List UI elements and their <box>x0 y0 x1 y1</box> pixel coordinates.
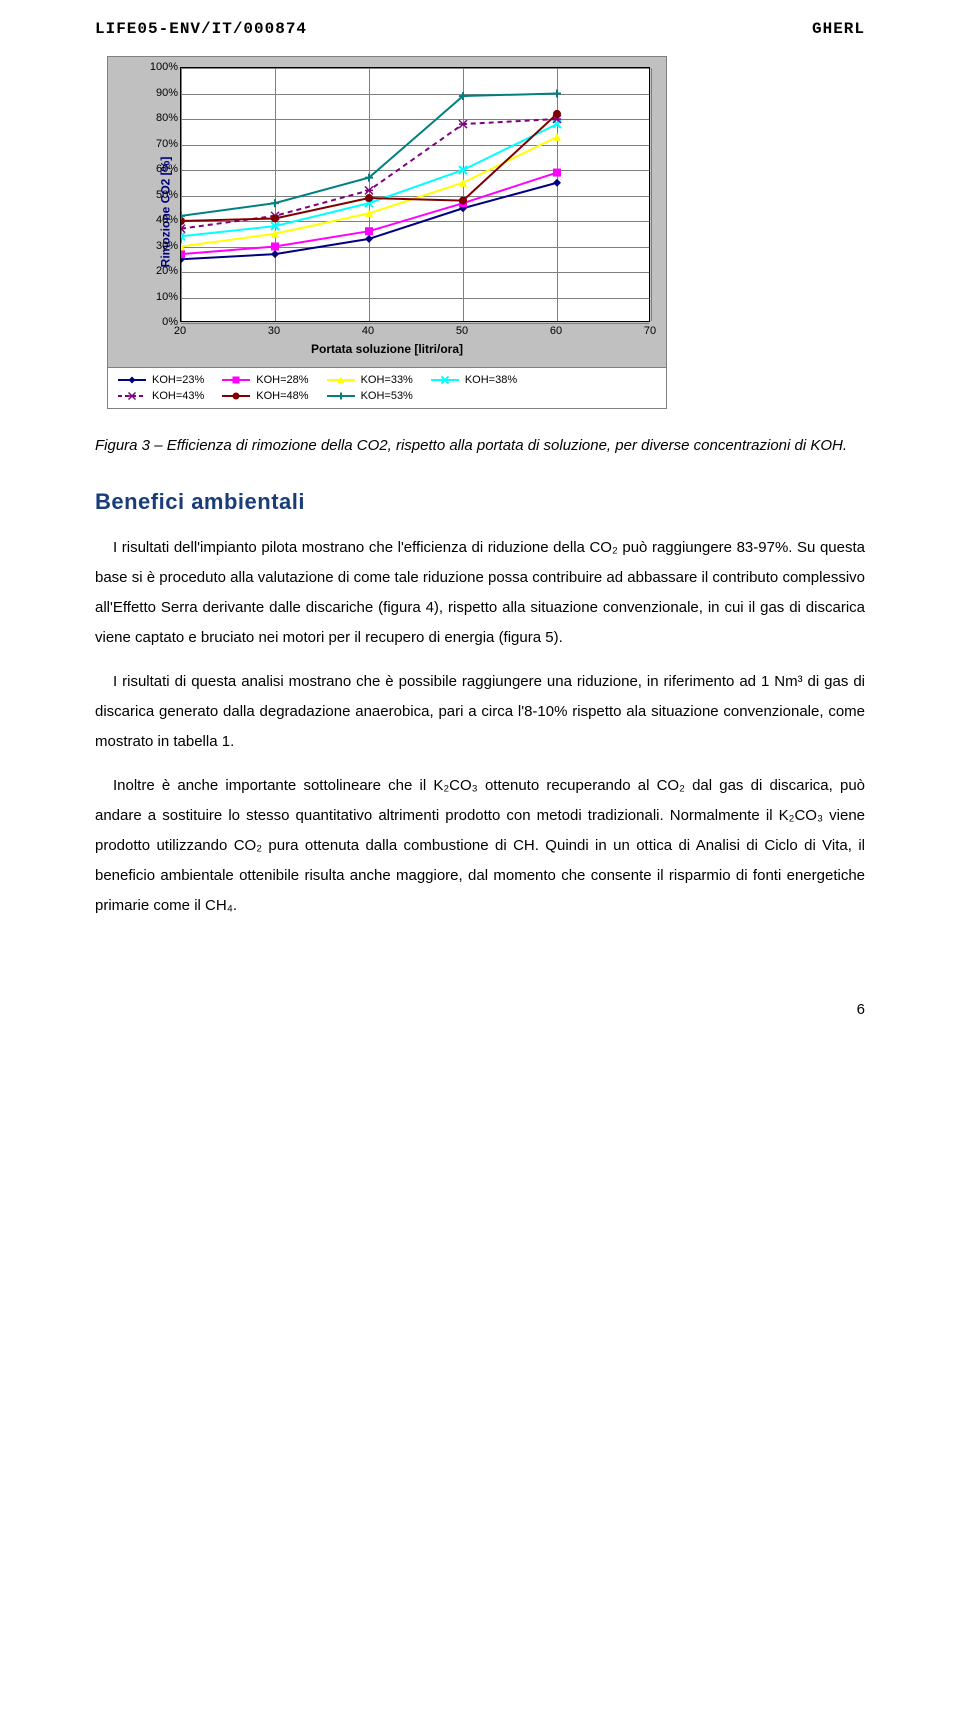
chart-y-tick: 80% <box>156 112 178 124</box>
legend-item: KOH=33% <box>327 374 413 386</box>
chart-y-tick: 70% <box>156 138 178 150</box>
legend-label: KOH=23% <box>152 374 204 386</box>
section-heading: Benefici ambientali <box>95 489 865 515</box>
legend-item: KOH=48% <box>222 390 308 402</box>
chart-x-tick: 20 <box>174 325 186 337</box>
chart-x-tick: 60 <box>550 325 562 337</box>
legend-label: KOH=48% <box>256 390 308 402</box>
chart-y-tick: 10% <box>156 291 178 303</box>
legend-item: KOH=38% <box>431 374 517 386</box>
chart-y-tick: 60% <box>156 163 178 175</box>
chart-y-tick: 100% <box>150 61 178 73</box>
page: LIFE05-ENV/IT/000874 GHERL Rimozione CO2… <box>0 0 960 1058</box>
body-paragraph: I risultati di questa analisi mostrano c… <box>95 667 865 757</box>
chart-y-tick: 40% <box>156 214 178 226</box>
chart-x-tick: 30 <box>268 325 280 337</box>
chart-x-axis-label: Portata soluzione [litri/ora] <box>311 342 463 356</box>
co2-removal-chart: Rimozione CO2 [%] Portata soluzione [lit… <box>107 56 667 409</box>
header-code: LIFE05-ENV/IT/000874 <box>95 20 307 38</box>
legend-item: KOH=53% <box>327 390 413 402</box>
body-paragraph: I risultati dell'impianto pilota mostran… <box>95 533 865 653</box>
legend-item: KOH=43% <box>118 390 204 402</box>
legend-item: KOH=28% <box>222 374 308 386</box>
chart-x-tick: 70 <box>644 325 656 337</box>
chart-x-tick: 40 <box>362 325 374 337</box>
legend-label: KOH=43% <box>152 390 204 402</box>
legend-label: KOH=33% <box>361 374 413 386</box>
header-project: GHERL <box>812 20 865 38</box>
chart-x-tick: 50 <box>456 325 468 337</box>
body-paragraph: Inoltre è anche importante sottolineare … <box>95 771 865 921</box>
chart-panel: Rimozione CO2 [%] Portata soluzione [lit… <box>108 57 666 367</box>
legend-label: KOH=28% <box>256 374 308 386</box>
doc-header: LIFE05-ENV/IT/000874 GHERL <box>95 20 865 38</box>
legend-item: KOH=23% <box>118 374 204 386</box>
legend-label: KOH=53% <box>361 390 413 402</box>
figure-caption: Figura 3 – Efficienza di rimozione della… <box>95 433 865 459</box>
chart-y-tick: 50% <box>156 189 178 201</box>
legend-label: KOH=38% <box>465 374 517 386</box>
chart-y-tick: 90% <box>156 87 178 99</box>
chart-plot-area <box>180 67 650 322</box>
chart-legend: KOH=23% KOH=28% KOH=33% KOH=38% KOH=43% KOH=4… <box>108 367 666 408</box>
chart-y-tick: 30% <box>156 240 178 252</box>
chart-y-tick: 20% <box>156 265 178 277</box>
page-number: 6 <box>95 1001 865 1018</box>
